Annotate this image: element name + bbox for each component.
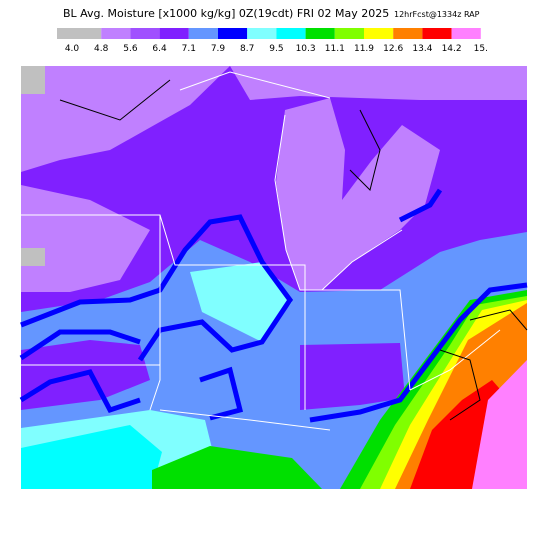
legend-label: 4.8 xyxy=(94,44,109,54)
borders xyxy=(21,71,501,431)
legend-swatch xyxy=(188,28,218,39)
legend-label: 11.1 xyxy=(325,44,345,54)
forecast-label: 12hrFcst@1334z RAP xyxy=(394,10,480,19)
legend-label: 4.0 xyxy=(65,44,80,54)
legend-swatch xyxy=(451,28,481,39)
contour-line xyxy=(199,366,244,421)
legend-label: 7.9 xyxy=(211,44,226,54)
legend-swatch xyxy=(247,28,277,39)
legend-swatch xyxy=(159,28,189,39)
map xyxy=(19,66,528,489)
legend-label: 15. xyxy=(474,44,488,54)
contour-line xyxy=(309,282,528,423)
border xyxy=(21,214,306,410)
border xyxy=(305,289,411,391)
contour-line xyxy=(19,369,141,414)
legend-swatch xyxy=(130,28,160,39)
region xyxy=(21,425,162,489)
region xyxy=(21,66,230,172)
region xyxy=(152,446,322,489)
region xyxy=(472,360,527,489)
region xyxy=(21,185,150,292)
border xyxy=(179,71,331,99)
legend-swatch xyxy=(218,28,248,39)
border xyxy=(274,114,403,291)
contour-line xyxy=(20,214,294,362)
border xyxy=(409,329,501,391)
region xyxy=(276,98,440,290)
legend-swatch xyxy=(334,28,364,39)
isoline xyxy=(469,309,528,331)
legend-label: 13.4 xyxy=(412,44,432,54)
legend-label: 10.3 xyxy=(296,44,316,54)
region xyxy=(300,343,405,410)
legend-label: 5.6 xyxy=(123,44,138,54)
legend-label: 14.2 xyxy=(442,44,462,54)
contour-line xyxy=(398,188,443,223)
region xyxy=(21,66,45,94)
border xyxy=(149,215,161,411)
region xyxy=(21,248,45,266)
legend-swatch xyxy=(276,28,306,39)
color-legend: 4.0 4.8 5.6 6.4 7.1 7.9 8.7 9.5 10.3 11.1 11.9 12.6… xyxy=(57,28,488,54)
legend-label: 7.1 xyxy=(182,44,196,54)
contours xyxy=(19,188,528,423)
legend-label: 12.6 xyxy=(383,44,403,54)
legend-swatch xyxy=(422,28,452,39)
map-title: BL Avg. Moisture [x1000 kg/kg] 0Z(19cdt)… xyxy=(63,7,389,20)
legend-label: 8.7 xyxy=(240,44,254,54)
legend-swatch xyxy=(101,28,131,39)
region xyxy=(190,262,292,342)
legend-label: 11.9 xyxy=(354,44,374,54)
region xyxy=(230,66,527,100)
legend-label: 9.5 xyxy=(269,44,283,54)
contour-line xyxy=(19,329,141,361)
legend-swatch xyxy=(305,28,335,39)
isoline xyxy=(59,79,171,121)
border xyxy=(159,409,331,431)
legend-swatch xyxy=(364,28,394,39)
isoline xyxy=(349,109,381,191)
legend-label: 6.4 xyxy=(152,44,167,54)
legend-swatch xyxy=(393,28,423,39)
isolines xyxy=(59,79,528,421)
legend-swatch xyxy=(57,28,102,39)
isoline xyxy=(439,349,481,421)
